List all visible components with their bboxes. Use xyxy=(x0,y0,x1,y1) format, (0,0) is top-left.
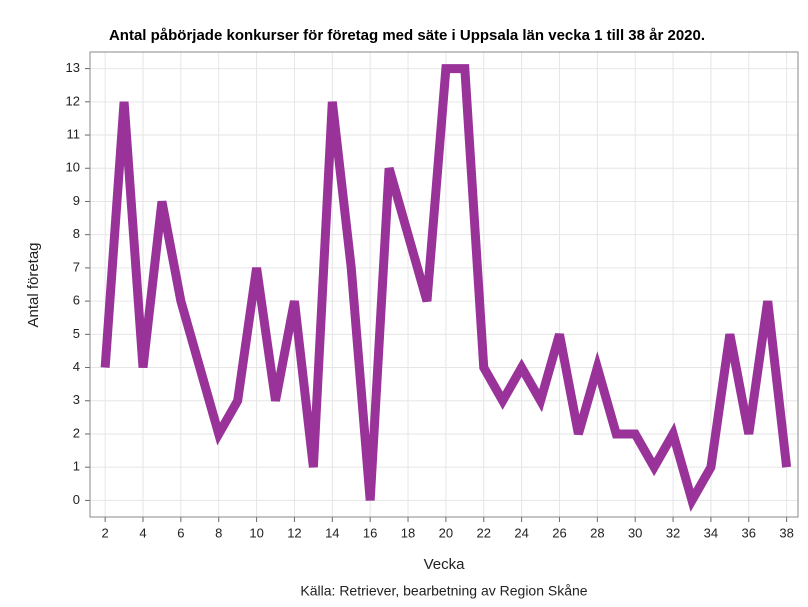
x-tick-label: 18 xyxy=(401,525,415,540)
x-tick-label: 14 xyxy=(325,525,339,540)
x-tick-label: 24 xyxy=(514,525,528,540)
y-tick-label: 5 xyxy=(73,326,80,341)
y-tick-label: 0 xyxy=(73,492,80,507)
x-tick-label: 20 xyxy=(439,525,453,540)
y-tick-label: 3 xyxy=(73,392,80,407)
y-axis-label: Antal företag xyxy=(25,242,42,327)
data-line xyxy=(100,64,792,512)
y-tick-label: 1 xyxy=(73,459,80,474)
y-tick-label: 12 xyxy=(66,93,80,108)
x-tick-label: 38 xyxy=(779,525,793,540)
x-tick-label: 2 xyxy=(102,525,109,540)
x-tick-label: 8 xyxy=(215,525,222,540)
y-tick-label: 7 xyxy=(73,259,80,274)
x-tick-label: 28 xyxy=(590,525,604,540)
y-tick-label: 11 xyxy=(67,126,81,141)
x-tick-label: 4 xyxy=(139,525,146,540)
y-tick-label: 9 xyxy=(73,193,80,208)
y-tick-label: 10 xyxy=(66,160,80,175)
y-tick-label: 4 xyxy=(73,359,80,374)
x-tick-label: 10 xyxy=(249,525,263,540)
x-tick-label: 22 xyxy=(477,525,491,540)
y-tick-label: 2 xyxy=(73,425,80,440)
x-tick-label: 32 xyxy=(666,525,680,540)
y-tick-label: 8 xyxy=(73,226,80,241)
x-tick-label: 16 xyxy=(363,525,377,540)
x-tick-label: 26 xyxy=(552,525,566,540)
x-tick-label: 6 xyxy=(177,525,184,540)
y-tick-label: 6 xyxy=(73,293,80,308)
chart-title: Antal påbörjade konkurser för företag me… xyxy=(109,27,705,44)
y-tick-label: 13 xyxy=(66,60,80,75)
x-tick-label: 36 xyxy=(742,525,756,540)
source-note: Källa: Retriever, bearbetning av Region … xyxy=(300,583,587,599)
plot-frame xyxy=(89,51,799,518)
x-tick-label: 30 xyxy=(628,525,642,540)
x-axis-label: Vecka xyxy=(424,556,466,573)
x-tick-label: 12 xyxy=(287,525,301,540)
x-tick-label: 34 xyxy=(704,525,718,540)
